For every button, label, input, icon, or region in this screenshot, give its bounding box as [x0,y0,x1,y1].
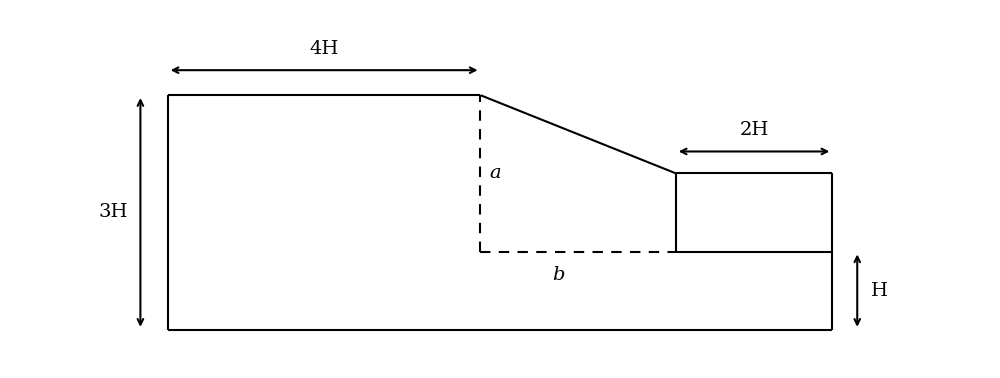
Text: b: b [552,266,565,284]
Text: 3H: 3H [98,203,128,222]
Text: H: H [871,282,888,300]
Text: 4H: 4H [309,40,339,58]
Text: a: a [490,164,501,182]
Text: 2H: 2H [739,121,769,139]
